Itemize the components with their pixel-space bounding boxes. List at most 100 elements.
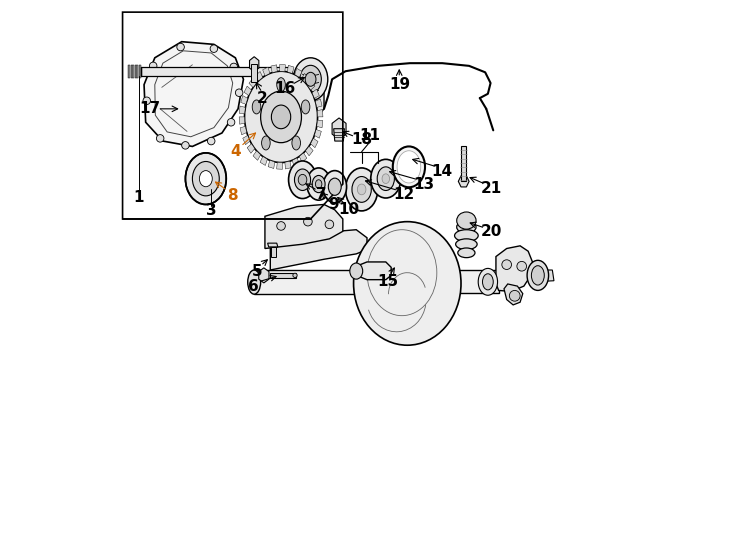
Circle shape bbox=[181, 141, 189, 149]
Text: 9: 9 bbox=[328, 197, 338, 212]
Polygon shape bbox=[316, 99, 322, 107]
Polygon shape bbox=[144, 42, 244, 146]
Polygon shape bbox=[277, 163, 283, 169]
Ellipse shape bbox=[357, 184, 366, 195]
Circle shape bbox=[230, 63, 238, 71]
Polygon shape bbox=[250, 57, 259, 72]
Polygon shape bbox=[504, 284, 523, 305]
Polygon shape bbox=[136, 65, 137, 78]
Polygon shape bbox=[239, 106, 245, 114]
Polygon shape bbox=[137, 65, 138, 78]
Ellipse shape bbox=[393, 146, 425, 187]
Text: 18: 18 bbox=[351, 132, 372, 147]
Ellipse shape bbox=[454, 230, 479, 241]
Text: 2: 2 bbox=[257, 91, 268, 106]
Text: 7: 7 bbox=[316, 187, 327, 202]
Ellipse shape bbox=[346, 168, 378, 211]
Polygon shape bbox=[255, 71, 263, 81]
Text: 11: 11 bbox=[359, 128, 380, 143]
Ellipse shape bbox=[305, 72, 316, 86]
Polygon shape bbox=[263, 67, 270, 76]
Ellipse shape bbox=[288, 161, 316, 199]
Circle shape bbox=[156, 134, 164, 142]
Text: 6: 6 bbox=[248, 279, 258, 294]
Polygon shape bbox=[271, 65, 277, 72]
Ellipse shape bbox=[261, 91, 302, 143]
Ellipse shape bbox=[323, 171, 346, 203]
Polygon shape bbox=[458, 176, 469, 187]
Polygon shape bbox=[260, 157, 267, 165]
Ellipse shape bbox=[277, 78, 286, 92]
Circle shape bbox=[236, 89, 243, 97]
Ellipse shape bbox=[292, 136, 300, 150]
Polygon shape bbox=[317, 120, 323, 128]
Circle shape bbox=[304, 218, 312, 226]
Ellipse shape bbox=[531, 266, 545, 285]
Polygon shape bbox=[272, 247, 276, 256]
Polygon shape bbox=[461, 146, 466, 181]
Ellipse shape bbox=[294, 169, 310, 191]
Polygon shape bbox=[332, 118, 346, 139]
Text: 4: 4 bbox=[230, 144, 241, 159]
Ellipse shape bbox=[307, 168, 330, 200]
Polygon shape bbox=[132, 65, 133, 78]
Ellipse shape bbox=[354, 221, 461, 345]
Polygon shape bbox=[259, 268, 269, 283]
Text: 21: 21 bbox=[481, 181, 502, 196]
Ellipse shape bbox=[192, 161, 219, 196]
Polygon shape bbox=[354, 262, 391, 280]
Polygon shape bbox=[310, 138, 318, 147]
Ellipse shape bbox=[456, 239, 477, 249]
Polygon shape bbox=[240, 126, 247, 135]
Polygon shape bbox=[253, 151, 261, 160]
Polygon shape bbox=[295, 69, 302, 77]
Polygon shape bbox=[140, 65, 141, 78]
Polygon shape bbox=[496, 246, 532, 292]
Text: 3: 3 bbox=[206, 204, 217, 218]
Text: 19: 19 bbox=[390, 77, 411, 92]
Polygon shape bbox=[129, 65, 130, 78]
Polygon shape bbox=[254, 270, 388, 294]
Ellipse shape bbox=[479, 268, 498, 295]
Polygon shape bbox=[292, 158, 299, 167]
Text: 5: 5 bbox=[252, 264, 262, 279]
Ellipse shape bbox=[457, 212, 476, 229]
Ellipse shape bbox=[457, 220, 476, 233]
Text: 13: 13 bbox=[413, 177, 434, 192]
Polygon shape bbox=[243, 136, 250, 145]
Polygon shape bbox=[312, 89, 319, 98]
Polygon shape bbox=[285, 161, 291, 169]
Polygon shape bbox=[297, 79, 324, 114]
Polygon shape bbox=[314, 130, 321, 138]
Ellipse shape bbox=[261, 136, 270, 150]
Ellipse shape bbox=[312, 176, 325, 193]
Circle shape bbox=[277, 221, 286, 230]
Ellipse shape bbox=[352, 177, 371, 202]
Ellipse shape bbox=[397, 151, 421, 183]
Ellipse shape bbox=[316, 180, 322, 188]
Text: 16: 16 bbox=[275, 81, 296, 96]
Polygon shape bbox=[249, 78, 257, 87]
Polygon shape bbox=[128, 65, 129, 78]
Text: 15: 15 bbox=[377, 274, 398, 289]
Circle shape bbox=[509, 291, 520, 301]
Polygon shape bbox=[334, 129, 344, 141]
Ellipse shape bbox=[186, 153, 226, 205]
Ellipse shape bbox=[305, 109, 316, 117]
Ellipse shape bbox=[350, 263, 363, 279]
Polygon shape bbox=[142, 67, 292, 76]
Polygon shape bbox=[244, 86, 252, 96]
Polygon shape bbox=[134, 65, 136, 78]
Polygon shape bbox=[247, 144, 255, 153]
Circle shape bbox=[228, 118, 235, 126]
Circle shape bbox=[143, 97, 150, 105]
Ellipse shape bbox=[328, 178, 341, 195]
Polygon shape bbox=[268, 243, 278, 247]
Polygon shape bbox=[308, 80, 315, 90]
Ellipse shape bbox=[371, 159, 401, 198]
Polygon shape bbox=[302, 73, 309, 83]
Ellipse shape bbox=[294, 58, 328, 101]
Polygon shape bbox=[241, 96, 247, 104]
Ellipse shape bbox=[252, 100, 261, 114]
Polygon shape bbox=[280, 65, 286, 71]
